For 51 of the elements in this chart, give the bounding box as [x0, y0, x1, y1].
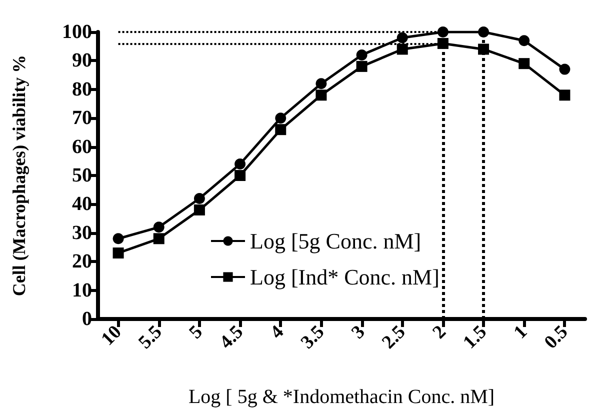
x-tick-label: 5.5: [134, 322, 166, 354]
legend-label: Log [5g Conc. nM]: [250, 228, 422, 254]
point: [559, 90, 570, 101]
point: [478, 44, 490, 55]
y-tick-label: 20: [72, 250, 92, 273]
x-tick-label: 10: [97, 322, 126, 350]
y-tick-label: 30: [72, 222, 92, 244]
y-axis-title: Cell (Macrophages) viability %: [9, 54, 29, 296]
x-tick-label: 5: [185, 322, 207, 344]
x-tick-label: 1: [510, 322, 532, 344]
x-tick-label: 2.5: [378, 322, 410, 354]
point: [112, 247, 124, 258]
point: [559, 64, 570, 75]
y-tick-label: 0: [82, 308, 92, 330]
point: [356, 49, 368, 60]
point: [316, 78, 327, 90]
x-tick-label: 4: [266, 321, 288, 344]
point: [518, 35, 530, 46]
y-tick-label: 60: [72, 136, 92, 158]
point: [478, 26, 490, 38]
point: [112, 233, 124, 244]
point: [396, 32, 408, 44]
point: [194, 192, 205, 204]
point: [153, 233, 164, 244]
x-tick-label: 3.5: [297, 322, 329, 354]
x-tick-label: 1.5: [459, 322, 491, 354]
y-tick-label: 70: [72, 107, 92, 130]
point: [234, 158, 246, 170]
point: [396, 44, 408, 55]
point: [437, 26, 448, 38]
x-tick-label: 2: [428, 322, 450, 344]
legend-label: Log [Ind* Conc. nM]: [250, 264, 440, 290]
y-tick-label: 90: [72, 50, 92, 72]
x-tick-label: 3: [348, 322, 370, 344]
point: [153, 222, 164, 233]
y-tick-label: 40: [72, 193, 92, 216]
point: [356, 60, 368, 72]
point: [234, 170, 246, 181]
point: [437, 38, 448, 49]
x-tick-label: 4.5: [216, 322, 248, 354]
y-tick-label: 100: [62, 21, 92, 43]
point: [275, 124, 286, 136]
x-tick-label: 0.5: [540, 322, 572, 354]
point: [194, 204, 205, 216]
point: [518, 58, 530, 70]
y-tick-label: 50: [72, 164, 92, 186]
point: [316, 90, 327, 101]
y-tick-label: 10: [72, 279, 92, 302]
point: [275, 112, 286, 124]
y-tick-label: 80: [72, 78, 92, 100]
x-axis-title: Log [ 5g & *Indomethacin Conc. nM]: [188, 386, 495, 408]
